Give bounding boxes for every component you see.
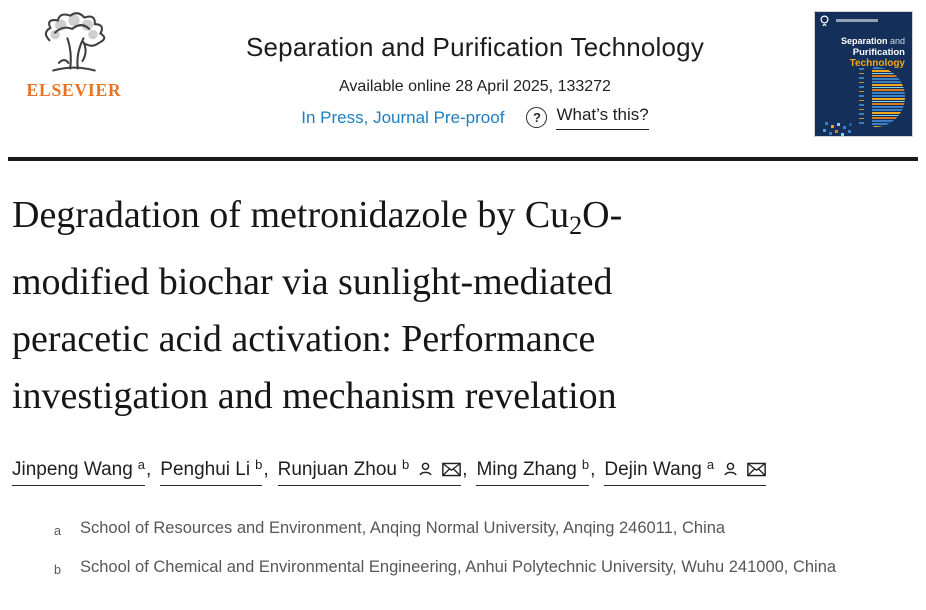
cover-mini-elsevier-icon — [820, 15, 829, 27]
affiliations-list: a School of Resources and Environment, A… — [12, 510, 914, 588]
affiliation-text: School of Resources and Environment, Anq… — [80, 519, 726, 537]
journal-title-link[interactable]: Separation and Purification Technology — [245, 32, 705, 62]
author-affiliation-sup: b — [401, 456, 410, 472]
elsevier-wordmark: ELSEVIER — [26, 80, 122, 100]
question-mark-icon[interactable]: ? — [526, 107, 548, 128]
header-center: Separation and Purification Technology A… — [136, 10, 814, 130]
affiliation-a: a School of Resources and Environment, A… — [54, 510, 914, 549]
mail-icon — [747, 462, 766, 476]
person-icon — [419, 462, 432, 475]
main-content: Degradation of metronidazole by Cu2O- mo… — [0, 187, 926, 588]
author-link-jinpeng-wang[interactable]: Jinpeng Wang a — [12, 456, 145, 486]
author-separator: , — [590, 459, 596, 480]
author-link-runjuan-zhou[interactable]: Runjuan Zhou b — [277, 456, 462, 486]
journal-cover-thumbnail[interactable]: Separation and Purification Technology — [814, 11, 913, 137]
affiliation-sup: b — [54, 563, 61, 577]
author-affiliation-sup: b — [255, 456, 263, 472]
author-name: Runjuan Zhou — [277, 459, 397, 480]
affiliation-sup: a — [54, 524, 61, 538]
cover-title-line1-bold: Separation — [840, 36, 888, 46]
cover-cell: Separation and Purification Technology — [814, 10, 918, 137]
author-name: Dejin Wang — [604, 459, 702, 480]
author-affiliation-sup: a — [706, 456, 715, 472]
author-name: Ming Zhang — [476, 459, 577, 480]
elsevier-tree-icon — [44, 12, 106, 72]
elsevier-logo[interactable]: ELSEVIER — [12, 10, 136, 101]
whats-this-link[interactable]: What’s this? — [556, 105, 649, 130]
cover-title-line1: Separation and — [841, 36, 905, 47]
article-title: Degradation of metronidazole by Cu2O- mo… — [12, 187, 914, 425]
available-online-text: Available online 28 April 2025, 133272 — [339, 78, 611, 95]
mail-icon — [442, 462, 462, 476]
cover-dot-art — [822, 121, 825, 124]
cover-issue-info-placeholder — [836, 19, 878, 22]
article-title-line3: peracetic acid activation: Performance — [12, 318, 596, 360]
cover-title-line3: Technology — [849, 57, 905, 69]
title-subscript: 2 — [569, 211, 583, 240]
affiliation-b: b School of Chemical and Environmental E… — [54, 549, 914, 588]
author-separator: , — [263, 459, 269, 480]
cover-title-line2: Purification — [852, 46, 905, 58]
article-title-line2: modified biochar via sunlight-mediated — [12, 261, 613, 303]
author-name: Penghui Li — [160, 459, 251, 480]
author-link-ming-zhang[interactable]: Ming Zhang b — [476, 456, 590, 486]
cover-title-block: Separation and Purification Technology — [841, 36, 905, 70]
in-press-link[interactable]: In Press, Journal Pre-proof — [301, 107, 505, 127]
title-text: O- — [582, 194, 623, 236]
cover-title-line1-rest: and — [887, 36, 905, 46]
article-title-line4: investigation and mechanism revelation — [12, 375, 617, 417]
author-separator: , — [146, 459, 152, 480]
author-link-penghui-li[interactable]: Penghui Li b — [160, 456, 263, 486]
article-title-line1: Degradation of metronidazole by Cu2O- — [12, 187, 914, 254]
author-link-dejin-wang[interactable]: Dejin Wang a — [604, 456, 767, 486]
authors-row: Jinpeng Wang a , Penghui Li b , Runjuan … — [12, 456, 914, 486]
page-header: ELSEVIER Separation and Purification Tec… — [0, 0, 926, 150]
cover-stripe-art — [872, 67, 905, 127]
header-divider — [8, 157, 918, 161]
person-icon — [724, 462, 737, 475]
in-press-row: In Press, Journal Pre-proof ? What’s thi… — [301, 105, 649, 130]
cover-dot-column — [859, 68, 864, 126]
author-affiliation-sup: b — [581, 456, 590, 472]
author-affiliation-sup: a — [137, 456, 145, 472]
author-name: Jinpeng Wang — [12, 459, 133, 480]
author-separator: , — [462, 459, 468, 480]
title-text: Degradation of metronidazole by Cu — [12, 194, 570, 236]
affiliation-text: School of Chemical and Environmental Eng… — [80, 558, 837, 576]
